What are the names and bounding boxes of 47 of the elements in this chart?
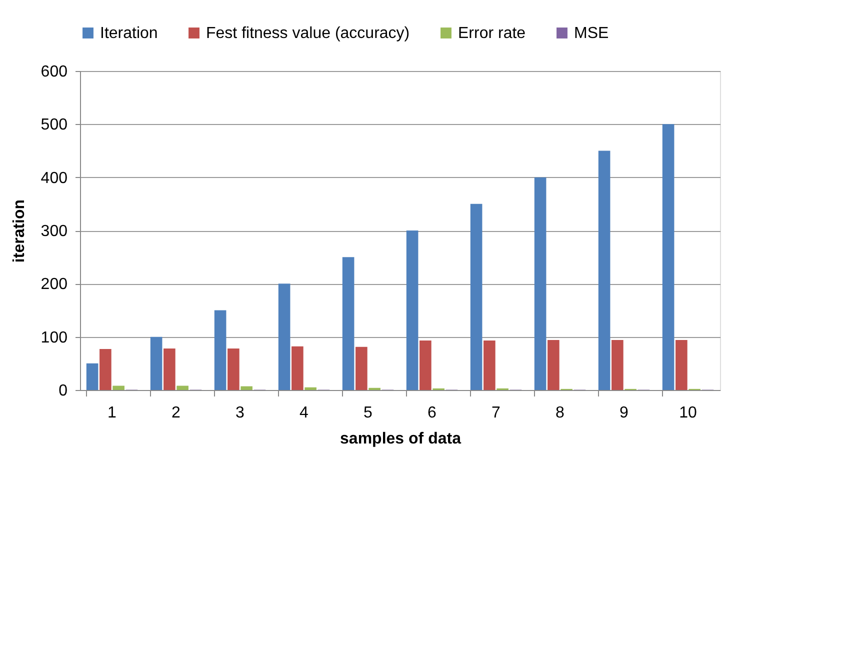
legend-label: Iteration xyxy=(100,25,158,42)
bar xyxy=(356,346,368,390)
y-tick-label: 600 xyxy=(40,64,68,80)
x-tick-label: 9 xyxy=(620,404,629,422)
bar xyxy=(598,150,610,390)
bar xyxy=(228,348,240,390)
y-tick-label: 200 xyxy=(40,276,68,294)
bar xyxy=(548,340,560,390)
bar xyxy=(150,336,162,390)
legend-label: Error rate xyxy=(458,25,526,42)
bar xyxy=(278,284,290,390)
x-tick-label: 2 xyxy=(172,404,181,422)
x-tick-label: 6 xyxy=(428,404,437,422)
bar xyxy=(662,124,674,390)
x-tick-label: 1 xyxy=(108,404,117,422)
bar xyxy=(484,340,496,390)
legend-label: Fest fitness value (accuracy) xyxy=(206,25,410,42)
y-tick-label: 400 xyxy=(40,170,68,187)
y-tick-label: 500 xyxy=(40,116,68,134)
bar xyxy=(112,386,124,390)
bar xyxy=(342,257,354,390)
y-axis-title: iteration xyxy=(10,199,28,263)
x-tick-label: 10 xyxy=(679,404,697,422)
bar xyxy=(176,386,188,390)
y-tick-label: 300 xyxy=(40,223,68,240)
bar xyxy=(292,346,304,390)
bar xyxy=(470,204,482,390)
bar xyxy=(420,340,432,390)
y-tick-label: 100 xyxy=(40,329,68,346)
bar xyxy=(164,348,176,390)
bar xyxy=(214,310,226,390)
x-tick-label: 8 xyxy=(556,404,565,422)
x-axis-title: samples of data xyxy=(340,430,462,448)
bar xyxy=(406,230,418,390)
y-tick-label: 0 xyxy=(58,382,68,400)
bar xyxy=(304,387,316,390)
bar xyxy=(534,177,546,390)
bar xyxy=(86,363,98,390)
bar xyxy=(676,340,688,390)
x-tick-label: 4 xyxy=(300,404,309,422)
x-tick-label: 7 xyxy=(492,404,501,422)
legend-label: MSE xyxy=(574,25,609,42)
bar xyxy=(612,340,624,390)
x-tick-label: 5 xyxy=(364,404,373,422)
x-tick-label: 3 xyxy=(236,404,245,422)
bar xyxy=(100,349,112,390)
bar xyxy=(240,386,252,390)
